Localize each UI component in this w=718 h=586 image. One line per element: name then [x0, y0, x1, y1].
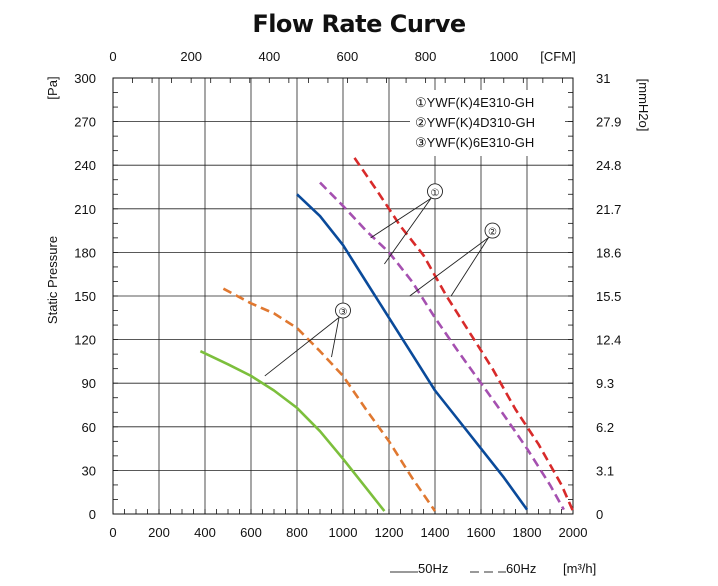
series-line-1-50 [296, 193, 529, 511]
y-tick-label: 30 [82, 463, 96, 478]
y2-tick-label: 21.7 [596, 202, 621, 217]
y-tick-label: 270 [74, 115, 96, 130]
x-tick-label: 0 [109, 525, 116, 540]
x-tick-label: 1200 [375, 525, 404, 540]
y2-tick-label: 9.3 [596, 376, 614, 391]
annotation-circle [335, 302, 351, 319]
y2-unit-label: [mmH2o] [636, 79, 651, 132]
y-axis-label: Static Pressure [45, 236, 60, 324]
x-tick-label: 1800 [513, 525, 542, 540]
x2-tick-label: 400 [259, 49, 281, 64]
tick-layer [112, 77, 574, 515]
x-tick-label: 1600 [467, 525, 496, 540]
x-tick-label: 400 [194, 525, 216, 540]
legend-box [410, 90, 565, 156]
annotation-leader [264, 317, 340, 377]
y2-tick-label: 24.8 [596, 158, 621, 173]
y2-tick-label: 31 [596, 71, 610, 86]
y2-tick-label: 27.9 [596, 115, 621, 130]
y-tick-label: 120 [74, 333, 96, 348]
x2-tick-label: 1000 [489, 49, 518, 64]
x-tick-label: 1000 [329, 525, 358, 540]
x2-tick-label: 800 [415, 49, 437, 64]
x-tick-label: 1400 [421, 525, 450, 540]
x-unit-label: [m³/h] [563, 561, 596, 576]
annotation-leader [370, 197, 432, 239]
x2-tick-label: 600 [337, 49, 359, 64]
series-line-3-60 [222, 287, 437, 512]
axis-labels: 0 200 400 600 800 1000 1200 1400 1600 1800 2000030… [45, 49, 651, 540]
y-tick-label: 300 [74, 71, 96, 86]
annotation-leader [384, 198, 432, 265]
annotation-circle [427, 183, 443, 200]
annotation-label: ① [431, 188, 440, 199]
y2-tick-label: 6.2 [596, 420, 614, 435]
legend-entry: ③YWF(K)6E310-GH [415, 135, 534, 150]
legend-layer: ①YWF(K)4E310-GH ②YWF(K)4D310-GH ③YWF(K)6E3… [390, 90, 596, 576]
y2-tick-label: 18.6 [596, 245, 621, 260]
annotation-label: ③ [339, 307, 348, 318]
annotation-layer: ① ② ③ [264, 183, 501, 377]
y-tick-label: 90 [82, 376, 96, 391]
legend-entry: ①YWF(K)4E310-GH [415, 95, 534, 110]
y2-tick-label: 12.4 [596, 333, 621, 348]
series-line-1-60 [353, 157, 575, 512]
chart-title: Flow Rate Curve [252, 10, 466, 38]
freq-legend-60hz: 60Hz [506, 561, 536, 576]
y2-tick-label: 15.5 [596, 289, 621, 304]
series-line-3-50 [199, 350, 386, 512]
x2-unit-label: [CFM] [540, 49, 575, 64]
x-tick-label: 200 [148, 525, 170, 540]
y2-tick-label: 3.1 [596, 463, 614, 478]
y-tick-label: 150 [74, 289, 96, 304]
y-unit-label: [Pa] [45, 76, 60, 99]
x-tick-label: 600 [240, 525, 262, 540]
x2-tick-label: 200 [180, 49, 202, 64]
legend-entry: ②YWF(K)4D310-GH [415, 115, 535, 130]
x-tick-label: 2000 [559, 525, 588, 540]
annotation-leader [409, 237, 489, 297]
x-tick-label: 800 [286, 525, 308, 540]
x2-tick-label: 0 [109, 49, 116, 64]
annotation-leader [450, 237, 489, 297]
y-tick-label: 240 [74, 158, 96, 173]
y-tick-label: 210 [74, 202, 96, 217]
y-tick-label: 0 [89, 507, 96, 522]
y-tick-label: 60 [82, 420, 96, 435]
annotation-circle [484, 222, 501, 239]
y-tick-label: 180 [74, 245, 96, 260]
series-layer [199, 157, 575, 512]
series-line-2-60 [319, 181, 565, 511]
annotation-leader [331, 317, 340, 358]
annotation-label: ② [488, 227, 497, 238]
y2-tick-label: 0 [596, 507, 603, 522]
freq-legend-50hz: 50Hz [418, 561, 448, 576]
